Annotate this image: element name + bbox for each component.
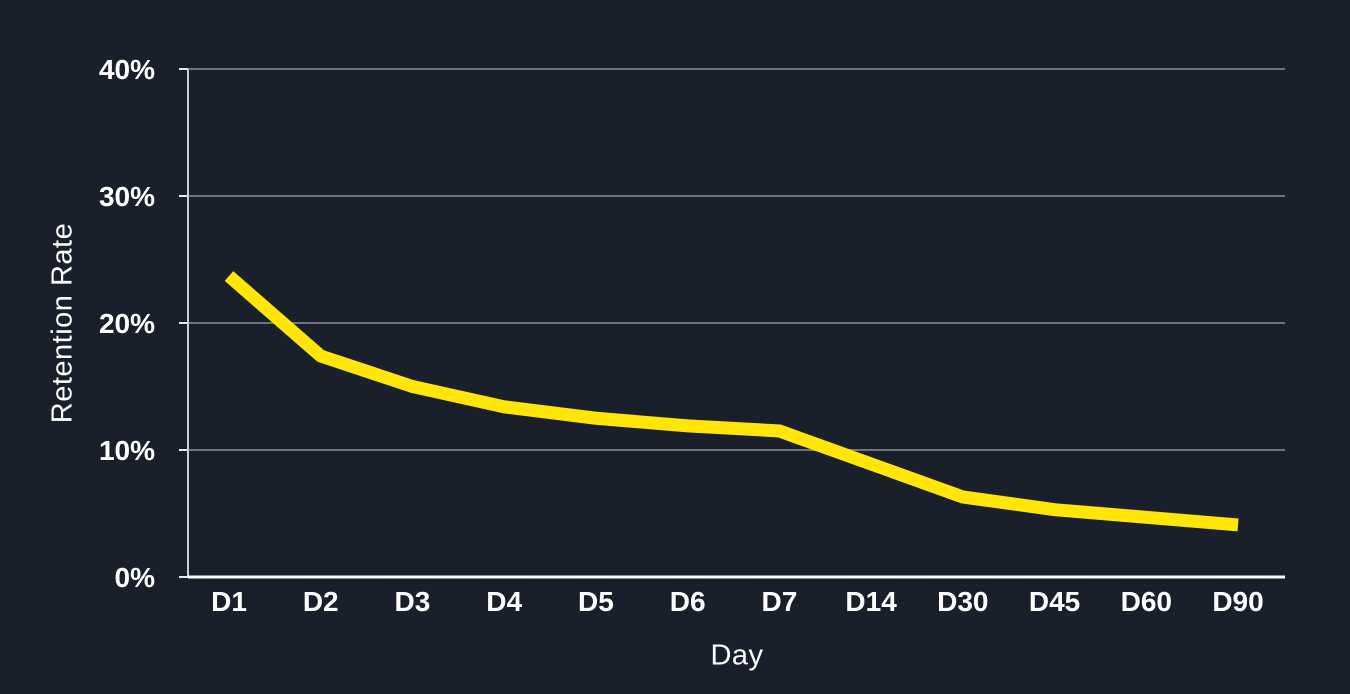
x-tick-label: D7	[761, 586, 797, 617]
x-tick-label: D3	[395, 586, 431, 617]
y-tick-label: 30%	[99, 181, 155, 212]
x-tick-label: D6	[670, 586, 706, 617]
x-tick-label: D2	[303, 586, 339, 617]
x-tick-label: D60	[1121, 586, 1172, 617]
x-tick-label: D30	[937, 586, 988, 617]
x-tick-label: D5	[578, 586, 614, 617]
y-tick-label: 10%	[99, 435, 155, 466]
x-tick-label: D45	[1029, 586, 1080, 617]
y-axis-title: Retention Rate	[46, 222, 79, 424]
x-axis-title: Day	[710, 639, 764, 672]
y-tick-label: 40%	[99, 54, 155, 85]
x-tick-label: D1	[211, 586, 247, 617]
y-tick-label: 20%	[99, 308, 155, 339]
x-tick-label: D14	[845, 586, 897, 617]
y-tick-label: 0%	[115, 562, 156, 593]
x-tick-label: D90	[1212, 586, 1263, 617]
retention-series-line	[224, 271, 1239, 532]
x-tick-label: D4	[486, 586, 522, 617]
